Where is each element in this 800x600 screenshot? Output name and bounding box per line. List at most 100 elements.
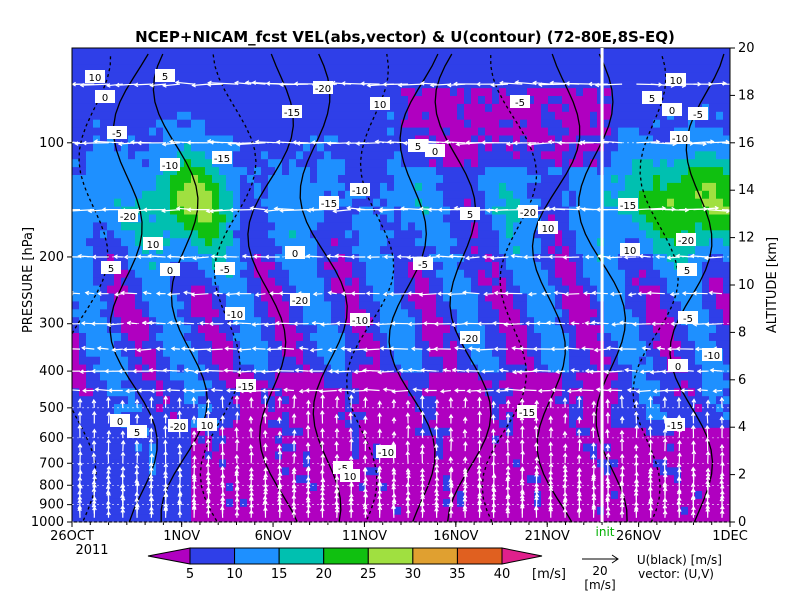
field-cell	[513, 63, 521, 73]
field-cell	[583, 48, 591, 57]
field-cell	[534, 95, 542, 104]
field-cell	[380, 150, 388, 160]
field-cell	[233, 364, 241, 373]
field-cell	[583, 87, 591, 96]
field-cell	[450, 134, 458, 144]
field-cell	[331, 166, 339, 175]
field-cell	[513, 474, 521, 484]
field-cell	[492, 379, 500, 389]
field-cell	[534, 63, 542, 73]
field-cell	[177, 79, 185, 89]
field-cell	[618, 285, 626, 294]
field-cell	[338, 450, 346, 460]
field-cell	[387, 158, 395, 168]
field-cell	[156, 324, 164, 333]
field-cell	[149, 182, 157, 191]
field-cell	[548, 190, 556, 199]
field-cell	[149, 379, 157, 389]
field-cell	[394, 474, 402, 484]
field-cell	[569, 103, 577, 112]
field-cell	[401, 285, 409, 294]
field-cell	[436, 55, 444, 65]
field-cell	[366, 379, 374, 389]
field-cell	[345, 48, 353, 57]
field-cell	[534, 285, 542, 294]
field-cell	[646, 300, 654, 310]
field-cell	[450, 142, 458, 152]
field-cell	[72, 213, 80, 223]
field-cell	[401, 103, 409, 112]
field-cell	[317, 324, 325, 333]
field-cell	[506, 103, 514, 112]
field-cell	[401, 506, 409, 515]
field-cell	[86, 419, 94, 428]
field-cell	[464, 190, 472, 199]
field-cell	[394, 119, 402, 128]
field-cell	[205, 166, 213, 175]
field-cell	[548, 95, 556, 104]
field-cell	[590, 95, 598, 104]
field-cell	[72, 111, 80, 120]
field-cell	[268, 450, 276, 460]
field-cell	[408, 174, 416, 183]
field-cell	[310, 387, 318, 397]
field-cell	[135, 119, 143, 128]
field-cell	[478, 300, 486, 310]
field-cell	[184, 371, 192, 381]
field-cell	[261, 150, 269, 160]
field-cell	[443, 371, 451, 381]
field-cell	[79, 395, 87, 405]
field-cell	[275, 490, 283, 499]
field-cell	[149, 190, 157, 199]
field-cell	[611, 142, 619, 152]
field-cell	[149, 48, 157, 57]
field-cell	[639, 371, 647, 381]
field-cell	[198, 119, 206, 128]
field-cell	[345, 443, 353, 452]
field-cell	[268, 134, 276, 144]
field-cell	[394, 261, 402, 270]
field-cell	[191, 71, 199, 81]
field-cell	[233, 300, 241, 310]
field-cell	[177, 158, 185, 168]
field-cell	[478, 158, 486, 168]
field-cell	[625, 419, 633, 428]
field-cell	[212, 379, 220, 389]
field-cell	[429, 229, 437, 239]
field-cell	[352, 213, 360, 223]
field-cell	[555, 261, 563, 270]
field-cell	[233, 253, 241, 262]
field-cell	[212, 277, 220, 286]
field-cell	[191, 419, 199, 428]
field-cell	[520, 395, 528, 405]
field-cell	[457, 506, 465, 515]
field-cell	[492, 364, 500, 373]
field-cell	[289, 490, 297, 499]
field-cell	[93, 127, 101, 136]
field-cell	[436, 300, 444, 310]
field-cell	[527, 458, 535, 468]
field-cell	[387, 308, 395, 318]
field-cell	[191, 458, 199, 468]
field-cell	[352, 300, 360, 310]
field-cell	[177, 229, 185, 239]
field-cell	[471, 364, 479, 373]
field-cell	[184, 514, 192, 522]
field-cell	[611, 111, 619, 120]
field-cell	[226, 324, 234, 333]
field-cell	[310, 364, 318, 373]
field-cell	[429, 324, 437, 333]
field-cell	[86, 229, 94, 239]
field-cell	[79, 506, 87, 515]
field-cell	[142, 182, 150, 191]
field-cell	[79, 150, 87, 160]
field-cell	[499, 332, 507, 341]
field-cell	[170, 221, 178, 231]
field-cell	[646, 435, 654, 444]
field-cell	[471, 182, 479, 191]
field-cell	[422, 245, 430, 254]
field-cell	[429, 332, 437, 341]
field-cell	[268, 332, 276, 341]
field-cell	[261, 269, 269, 278]
field-cell	[338, 506, 346, 515]
